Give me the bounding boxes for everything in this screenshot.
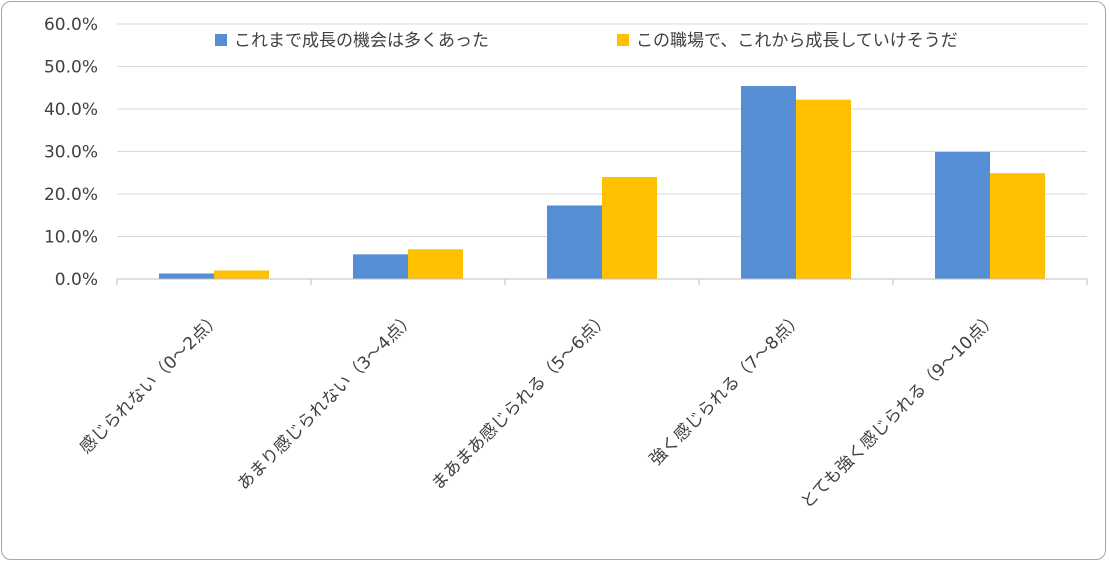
y-tick-label: 40.0% [44, 100, 98, 120]
legend-label-series-1: これまで成長の機会は多くあった [234, 31, 489, 51]
legend-swatch-series-1 [215, 34, 227, 46]
x-category-label: 強く感じられる（7〜8点） [646, 308, 808, 470]
bar-series-1-3 [547, 205, 602, 279]
y-tick-label: 10.0% [44, 228, 98, 248]
y-tick-label: 20.0% [44, 185, 98, 205]
bar-series-2-4 [796, 99, 851, 280]
x-axis-category-labels: 感じられない（0〜2点） あまり感じられない（3〜4点） まあまあ感じられる（5〜6… [76, 308, 1002, 512]
y-tick-label: 30.0% [44, 143, 98, 163]
legend-swatch-series-2 [617, 34, 629, 46]
x-category-label: まあまあ感じられる（5〜6点） [428, 308, 614, 494]
legend: これまで成長の機会は多くあった この職場で、これから成長していけそうだ [215, 31, 958, 51]
y-axis-tick-labels: 0.0% 10.0% 20.0% 30.0% 40.0% 50.0% 60.0% [44, 15, 98, 290]
bar-series-2-3 [602, 177, 657, 279]
bars [159, 86, 1045, 280]
x-category-label: 感じられない（0〜2点） [76, 308, 226, 458]
bar-series-1-5 [935, 151, 990, 279]
y-tick-label: 60.0% [44, 15, 98, 35]
x-category-label: あまり感じられない（3〜4点） [234, 308, 420, 494]
x-category-label: とても強く感じられる（9〜10点） [797, 308, 1001, 512]
bar-series-1-4 [741, 86, 796, 279]
bar-series-2-5 [990, 173, 1045, 279]
bar-series-2-2 [408, 249, 463, 279]
y-tick-label: 0.0% [55, 270, 98, 290]
y-tick-label: 50.0% [44, 58, 98, 78]
bar-series-1-1 [159, 273, 214, 279]
legend-label-series-2: この職場で、これから成長していけそうだ [636, 31, 958, 51]
bar-series-2-1 [214, 270, 269, 279]
bar-series-1-2 [353, 254, 408, 279]
x-axis [116, 278, 1088, 285]
gridlines [117, 23, 1087, 237]
